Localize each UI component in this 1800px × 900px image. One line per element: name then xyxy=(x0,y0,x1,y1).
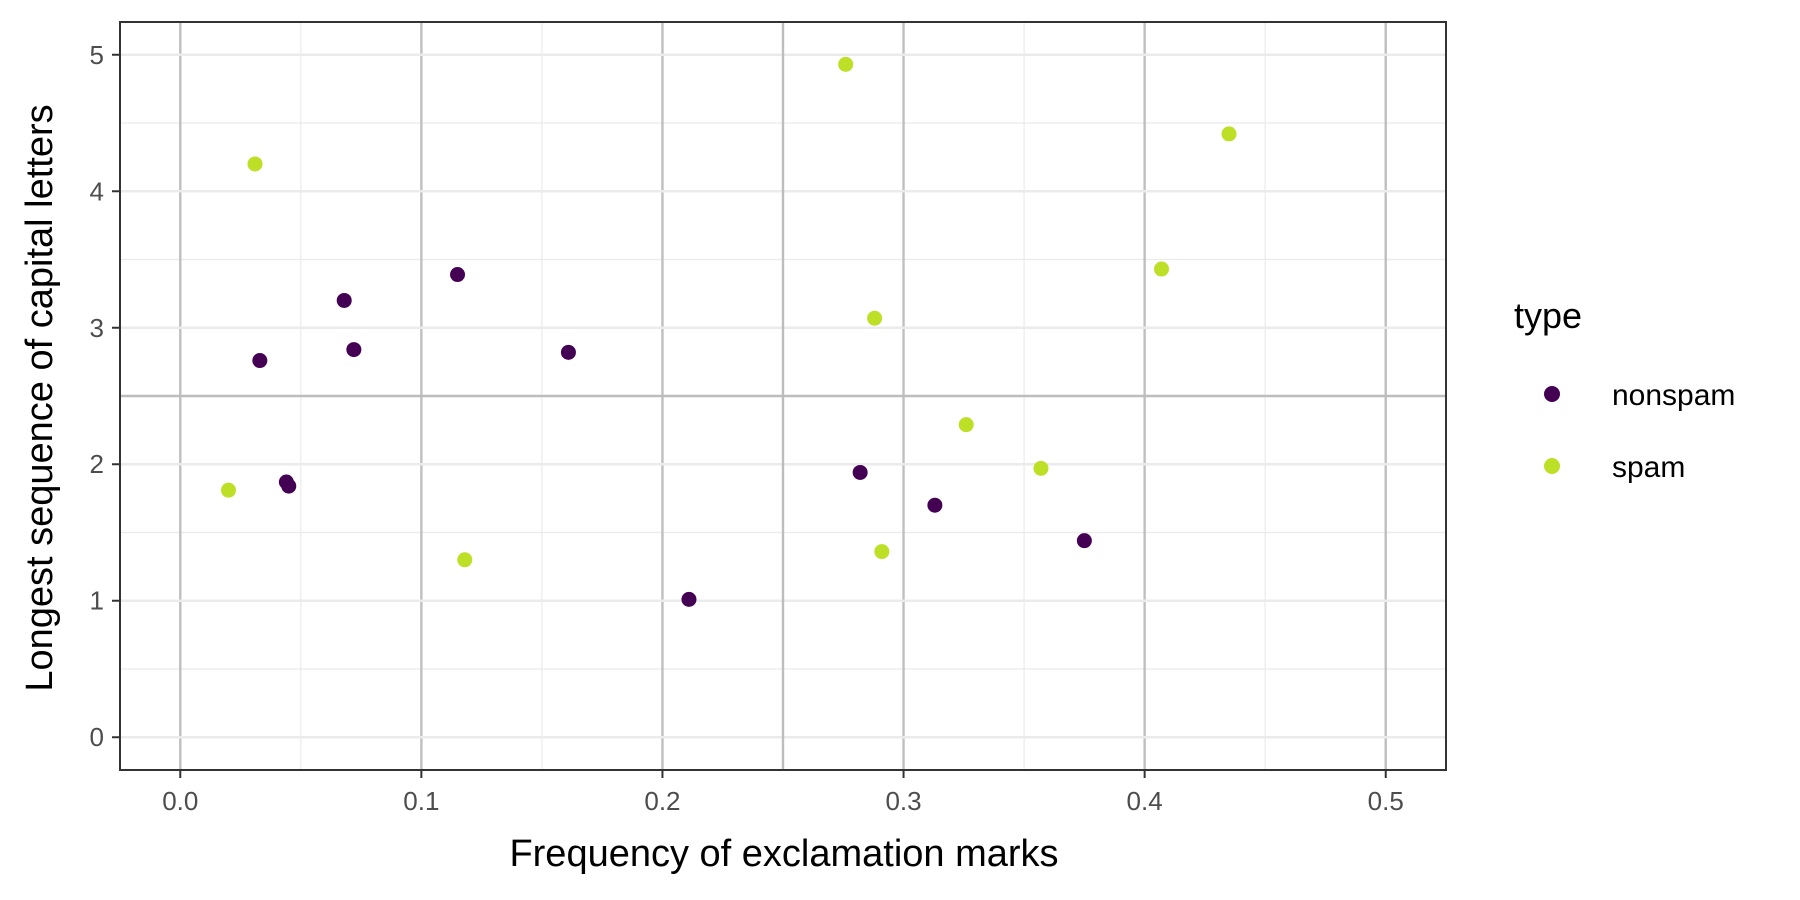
data-point-nonspam xyxy=(852,464,868,480)
x-tick-label: 0.3 xyxy=(885,786,921,816)
y-axis-title: Longest sequence of capital letters xyxy=(19,104,61,691)
data-point-spam xyxy=(1154,261,1170,277)
x-axis-title: Frequency of exclamation marks xyxy=(509,833,1058,875)
data-point-spam xyxy=(247,156,263,172)
x-tick-label: 0.5 xyxy=(1368,786,1404,816)
legend-label-nonspam: nonspam xyxy=(1612,379,1735,412)
data-point-spam xyxy=(1221,126,1237,142)
data-point-nonspam xyxy=(450,267,466,283)
data-point-spam xyxy=(867,310,883,326)
data-point-spam xyxy=(457,552,473,568)
legend-label-spam: spam xyxy=(1612,451,1685,484)
data-point-nonspam xyxy=(252,353,268,369)
data-point-spam xyxy=(220,482,236,498)
legend: type nonspam spam xyxy=(1514,295,1735,484)
y-tick-label: 1 xyxy=(90,586,104,616)
data-point-nonspam xyxy=(927,497,943,513)
y-tick-label: 4 xyxy=(90,176,104,206)
x-tick-label: 0.1 xyxy=(403,786,439,816)
legend-key-spam xyxy=(1544,458,1560,474)
x-axis-ticks: 0.0 0.1 0.2 0.3 0.4 0.5 xyxy=(162,770,1404,816)
data-point-nonspam xyxy=(281,478,297,494)
y-axis-ticks: 0 1 2 3 4 5 xyxy=(90,40,120,752)
data-point-spam xyxy=(1033,460,1049,476)
data-point-spam xyxy=(838,56,854,72)
data-point-spam xyxy=(874,544,890,560)
reference-lines xyxy=(120,22,1446,770)
legend-title: type xyxy=(1514,295,1582,336)
data-point-nonspam xyxy=(560,344,576,360)
data-point-nonspam xyxy=(336,292,352,308)
data-points xyxy=(220,56,1237,607)
y-tick-label: 0 xyxy=(90,722,104,752)
x-tick-label: 0.4 xyxy=(1127,786,1163,816)
data-point-spam xyxy=(958,417,974,433)
y-tick-label: 5 xyxy=(90,40,104,70)
data-point-nonspam xyxy=(681,591,697,607)
y-tick-label: 2 xyxy=(90,449,104,479)
plot-panel-border xyxy=(119,21,1447,771)
data-point-nonspam xyxy=(1076,533,1092,549)
data-point-nonspam xyxy=(346,342,362,358)
x-tick-label: 0.0 xyxy=(162,786,198,816)
legend-key-nonspam xyxy=(1544,386,1560,402)
y-tick-label: 3 xyxy=(90,313,104,343)
x-tick-label: 0.2 xyxy=(644,786,680,816)
